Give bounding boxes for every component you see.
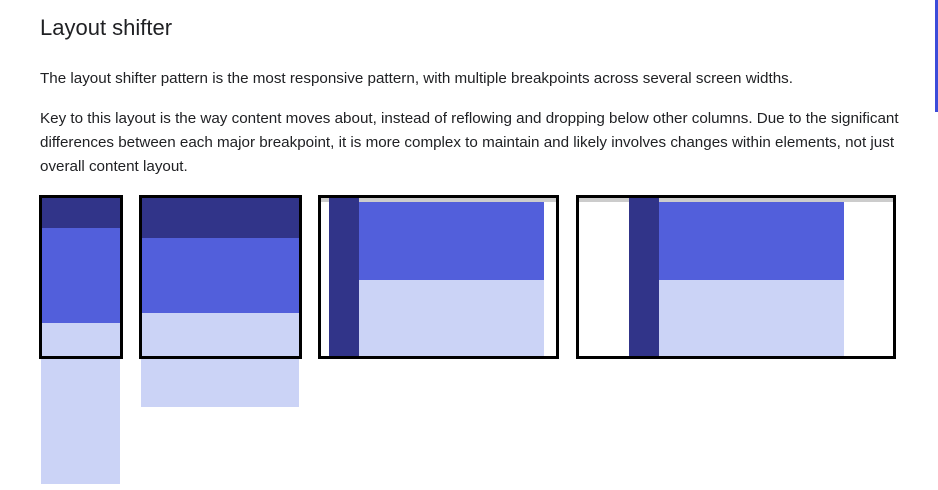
top-edge-strip	[579, 198, 893, 202]
viewport-frame	[139, 195, 302, 359]
sidebar-block	[629, 198, 659, 357]
main-block	[359, 202, 544, 280]
top-edge-strip	[321, 198, 557, 202]
sidebar-block	[329, 198, 359, 357]
content-block	[359, 280, 544, 357]
header-block	[41, 197, 120, 228]
main-block	[41, 228, 120, 323]
main-block	[659, 202, 844, 280]
header-block	[141, 197, 299, 238]
intro-paragraph: The layout shifter pattern is the most r…	[40, 70, 793, 87]
content-block	[659, 280, 844, 357]
viewport-frame	[318, 195, 559, 359]
viewport-frame	[576, 195, 896, 359]
detail-paragraph: Key to this layout is the way content mo…	[40, 110, 899, 175]
main-block	[141, 238, 299, 313]
viewport-frame	[39, 195, 123, 359]
content-block	[141, 313, 299, 407]
scroll-indicator	[935, 0, 938, 112]
content-block	[41, 323, 120, 484]
page-title: Layout shifter	[40, 15, 173, 40]
